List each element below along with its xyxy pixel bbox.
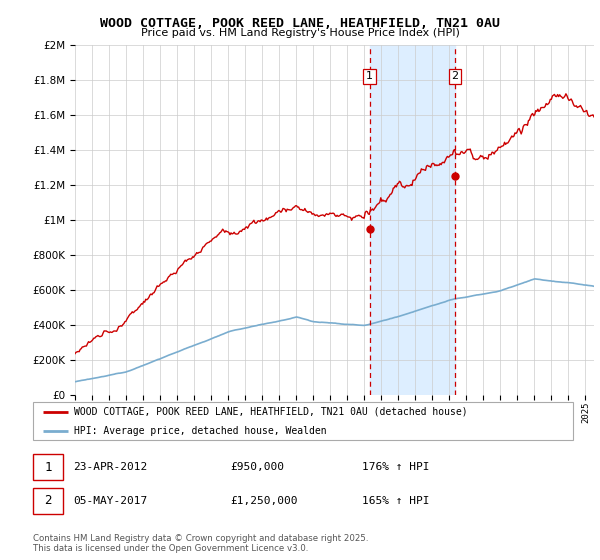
Bar <box>33 488 63 514</box>
Text: WOOD COTTAGE, POOK REED LANE, HEATHFIELD, TN21 0AU: WOOD COTTAGE, POOK REED LANE, HEATHFIELD… <box>100 17 500 30</box>
Text: 23-APR-2012: 23-APR-2012 <box>74 462 148 472</box>
Text: 05-MAY-2017: 05-MAY-2017 <box>74 496 148 506</box>
Bar <box>33 454 63 480</box>
Text: 176% ↑ HPI: 176% ↑ HPI <box>362 462 430 472</box>
Bar <box>370 45 455 395</box>
Text: Price paid vs. HM Land Registry's House Price Index (HPI): Price paid vs. HM Land Registry's House … <box>140 28 460 38</box>
Text: 2: 2 <box>44 494 52 507</box>
Text: 2: 2 <box>452 71 459 81</box>
Text: £950,000: £950,000 <box>230 462 284 472</box>
Text: 1: 1 <box>366 71 373 81</box>
Text: WOOD COTTAGE, POOK REED LANE, HEATHFIELD, TN21 0AU (detached house): WOOD COTTAGE, POOK REED LANE, HEATHFIELD… <box>74 407 467 417</box>
Text: £1,250,000: £1,250,000 <box>230 496 298 506</box>
Text: HPI: Average price, detached house, Wealden: HPI: Average price, detached house, Weal… <box>74 426 326 436</box>
Text: 165% ↑ HPI: 165% ↑ HPI <box>362 496 430 506</box>
Text: Contains HM Land Registry data © Crown copyright and database right 2025.
This d: Contains HM Land Registry data © Crown c… <box>33 534 368 553</box>
Text: 1: 1 <box>44 460 52 474</box>
